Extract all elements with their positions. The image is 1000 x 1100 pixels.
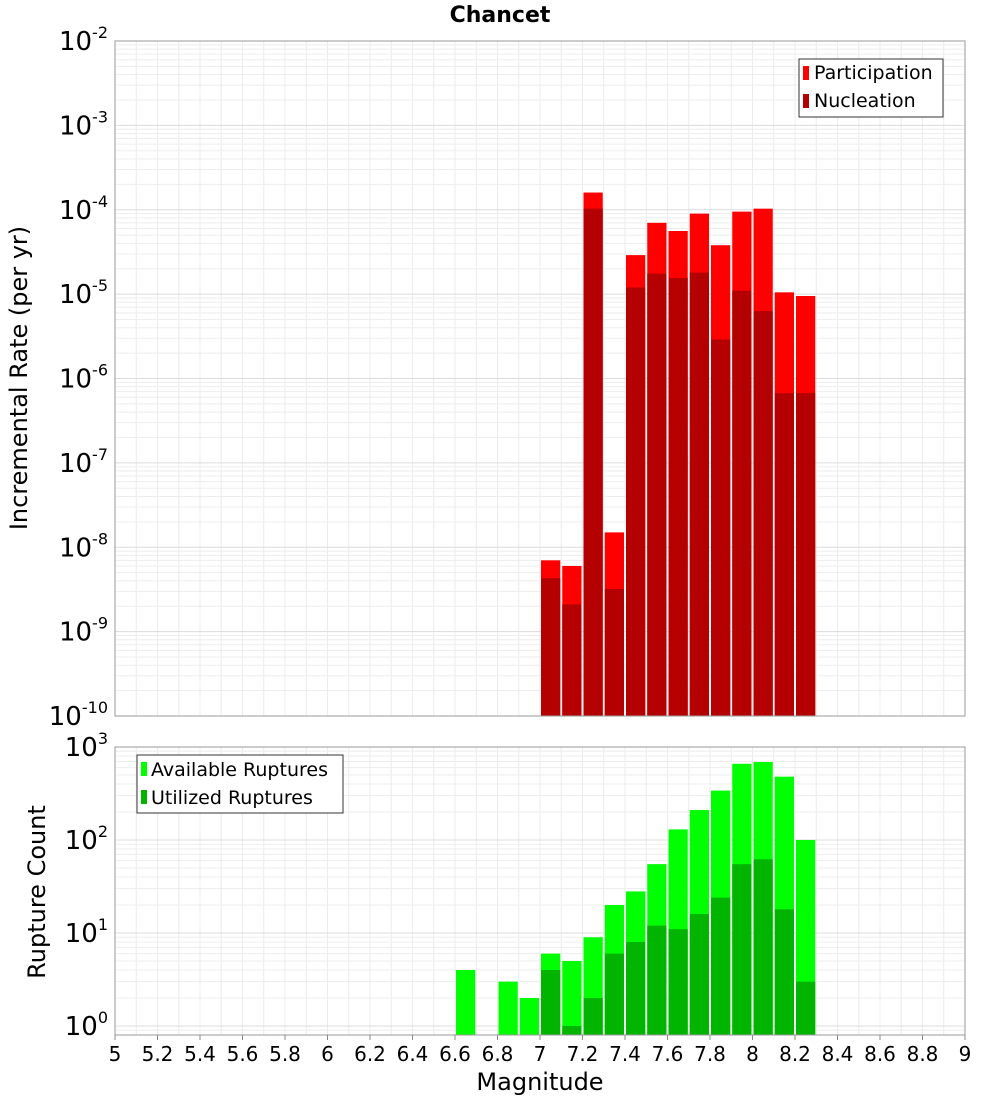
x-tick-label: 6.4: [397, 1042, 429, 1066]
bottom-bar-s1: [732, 864, 752, 1035]
bottom-bar-s1: [689, 914, 709, 1035]
bottom-bar-s1: [604, 953, 624, 1035]
bottom-bar-s1: [796, 981, 816, 1035]
top-plot-area: 10-10 10-9 10-8 10-7 10-6 10-5 10-4 10-3 10-2 In…: [5, 23, 966, 732]
x-tick-label: 7: [534, 1042, 547, 1066]
x-tick-label: 8.6: [864, 1042, 896, 1066]
top-legend-box: [798, 58, 944, 118]
top-y-tick-labels: 10-10 10-9 10-8 10-7 10-6 10-5 10-4 10-3 10-2: [49, 23, 108, 732]
x-tick-label: 5: [109, 1042, 122, 1066]
top-bar-s1: [689, 272, 709, 716]
top-gridlines: [114, 41, 966, 717]
x-tick-label: 5.6: [227, 1042, 259, 1066]
x-tick-label: 6.2: [354, 1042, 386, 1066]
top-bar-s1: [604, 589, 624, 716]
bottom-gridlines: [114, 747, 966, 1036]
x-tick-label: 8: [746, 1042, 759, 1066]
bottom-bar-s1: [647, 925, 667, 1035]
top-y-tick-label: 10-5: [59, 276, 108, 310]
top-bar-s1: [774, 393, 794, 716]
bottom-bar-s1: [583, 997, 603, 1035]
available-legend-swatch: [141, 762, 147, 776]
bottom-y-tick-label: 103: [65, 729, 108, 763]
top-bar-s1: [732, 290, 752, 716]
top-y-tick-label: 10-3: [59, 107, 108, 141]
top-y-tick-label: 10-7: [59, 445, 108, 479]
top-bar-s1: [647, 273, 667, 716]
top-y-tick-label: 10-4: [59, 192, 108, 226]
x-tick-label: 8.2: [779, 1042, 811, 1066]
top-bars: [541, 192, 816, 717]
bottom-bar-s1: [753, 859, 773, 1035]
x-tick-label: 5.2: [142, 1042, 174, 1066]
top-y-tick-label: 10-8: [59, 529, 108, 563]
bottom-bar-s1: [668, 929, 688, 1035]
bottom-y-tick-labels: 100 101 102 103: [65, 729, 108, 1042]
bottom-bar-s0: [456, 969, 476, 1035]
bottom-bar-s0: [498, 981, 518, 1035]
top-y-axis-title: Incremental Rate (per yr): [5, 226, 33, 530]
nucleation-legend-label: Nucleation: [814, 90, 916, 112]
bottom-y-tick-label: 100: [65, 1008, 108, 1042]
x-tick-label: 8.4: [822, 1042, 854, 1066]
participation-legend-swatch: [803, 66, 809, 80]
x-tick-label: 6.6: [439, 1042, 471, 1066]
bottom-bar-s0: [562, 960, 582, 1035]
bottom-legend-box: [136, 754, 344, 814]
x-tick-label: 5.8: [269, 1042, 301, 1066]
nucleation-legend-swatch: [803, 94, 809, 108]
top-y-tick-label: 10-6: [59, 361, 108, 395]
bottom-y-axis-title: Rupture Count: [23, 805, 51, 979]
bottom-bar-s1: [711, 897, 731, 1035]
top-y-tick-label: 10-9: [59, 614, 108, 648]
top-bar-s1: [562, 604, 582, 716]
bottom-y-tick-label: 101: [65, 915, 108, 949]
top-bar-s1: [711, 339, 731, 716]
top-bar-s1: [583, 208, 603, 716]
utilized-legend-label: Utilized Ruptures: [151, 787, 313, 809]
top-bar-s1: [541, 578, 561, 716]
bottom-bar-s1: [541, 969, 561, 1035]
x-tick-label: 7.2: [567, 1042, 599, 1066]
chart-title: Chancet: [450, 3, 551, 28]
bottom-bar-s1: [626, 942, 646, 1035]
top-bar-s1: [753, 311, 773, 716]
top-bar-s1: [668, 278, 688, 716]
bottom-bar-s1: [562, 1025, 582, 1035]
bottom-legend: Available Ruptures Utilized Ruptures: [136, 754, 344, 814]
top-bar-s1: [626, 287, 646, 716]
available-legend-label: Available Ruptures: [151, 759, 328, 781]
x-tick-label: 8.8: [907, 1042, 939, 1066]
x-tick-label: 7.4: [609, 1042, 641, 1066]
bottom-plot-area: 100 101 102 103 5 5.2 5.4 5.6 5.8 6 6.2 6.4 6.6 6.8 7…: [23, 729, 971, 1096]
top-y-tick-label: 10-2: [59, 23, 108, 57]
bottom-y-tick-label: 102: [65, 822, 108, 856]
participation-legend-label: Participation: [814, 62, 933, 84]
x-tick-label: 6: [321, 1042, 334, 1066]
x-axis-title: Magnitude: [476, 1068, 603, 1096]
x-tick-label: 5.4: [184, 1042, 216, 1066]
x-tick-labels: 5 5.2 5.4 5.6 5.8 6 6.2 6.4 6.6 6.8 7 7.2 7.4 7.6 7.8 8…: [109, 1035, 972, 1066]
top-legend: Participation Nucleation: [798, 58, 944, 118]
x-tick-label: 9: [959, 1042, 972, 1066]
x-tick-label: 6.8: [482, 1042, 514, 1066]
bottom-bars: [456, 761, 816, 1035]
bottom-bar-s1: [774, 909, 794, 1035]
x-tick-label: 7.8: [694, 1042, 726, 1066]
top-plot-border: [114, 40, 966, 717]
top-bar-s1: [796, 393, 816, 716]
top-y-tick-label: 10-10: [49, 698, 108, 732]
x-tick-label: 7.6: [652, 1042, 684, 1066]
bottom-bar-s0: [519, 997, 539, 1035]
utilized-legend-swatch: [141, 790, 147, 804]
